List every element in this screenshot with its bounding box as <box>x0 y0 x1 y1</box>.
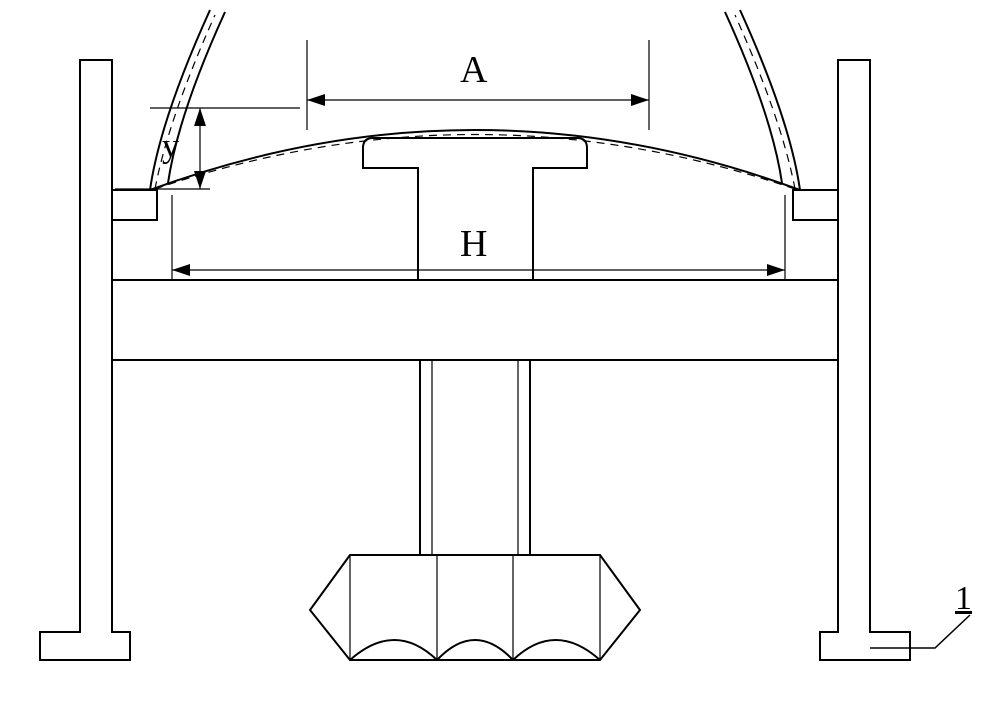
dimension-y-label: y <box>162 128 179 166</box>
callout-1-label: 1 <box>955 580 972 618</box>
dimension-y <box>115 108 300 189</box>
engineering-diagram: A H y 1 <box>0 0 1000 696</box>
nut <box>310 555 640 660</box>
bolt-shaft <box>420 360 530 555</box>
diagram-svg <box>0 0 1000 696</box>
dimension-A-label: A <box>460 48 487 92</box>
dimension-H-label: H <box>460 222 487 266</box>
